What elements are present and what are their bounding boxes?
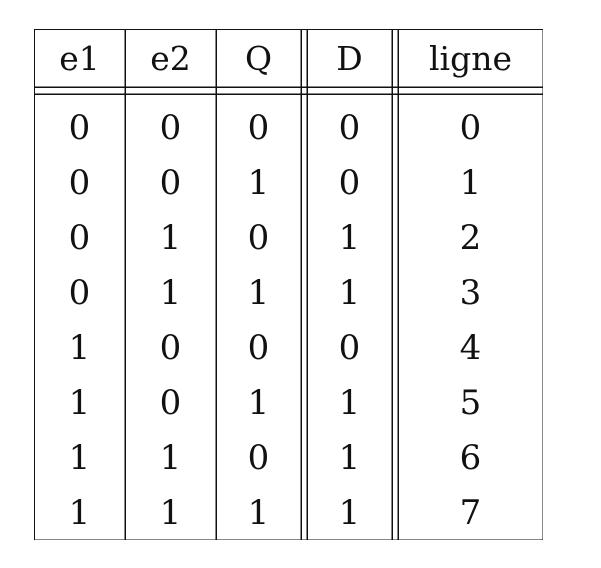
table-row-7-e1: 1 (68, 492, 91, 533)
table-row-1-e1: 0 (68, 162, 91, 203)
table-row-1-d: 0 (338, 162, 361, 203)
table-row-0-d: 0 (338, 107, 361, 148)
table-row-6-q: 0 (247, 437, 270, 478)
table-row-1-e2: 0 (159, 162, 182, 203)
table-row-0-e2: 0 (159, 107, 182, 148)
table-row-7-e2: 1 (159, 492, 182, 533)
table-row-0-q: 0 (247, 107, 270, 148)
table-row-5-e1: 1 (68, 382, 91, 423)
header-q: Q (244, 38, 273, 78)
table-row-6-d: 1 (338, 437, 361, 478)
table-row-2-d: 1 (338, 217, 361, 258)
table-row-2-q: 0 (247, 217, 270, 258)
table-row-3-ligne: 3 (459, 272, 482, 313)
table-row-3-e2: 1 (159, 272, 182, 313)
table-row-7-d: 1 (338, 492, 361, 533)
table-row-5-q: 1 (247, 382, 270, 423)
table-grid (34, 29, 543, 540)
table-row-3-e1: 0 (68, 272, 91, 313)
table-row-2-ligne: 2 (459, 217, 482, 258)
table-row-4-ligne: 4 (459, 327, 482, 368)
table-row-2-e1: 0 (68, 217, 91, 258)
table-row-1-ligne: 1 (459, 162, 482, 203)
table-row-1-q: 1 (247, 162, 270, 203)
truth-table: e1 e2 Q D ligne 0 0 0 0 0 0 0 1 0 1 0 1 … (34, 29, 543, 540)
header-d: D (336, 38, 363, 78)
table-row-6-ligne: 6 (459, 437, 482, 478)
table-row-4-e1: 1 (68, 327, 91, 368)
table-row-3-q: 1 (247, 272, 270, 313)
table-row-4-q: 0 (247, 327, 270, 368)
table-row-5-d: 1 (338, 382, 361, 423)
header-e1: e1 (59, 38, 100, 78)
table-row-3-d: 1 (338, 272, 361, 313)
table-row-6-e1: 1 (68, 437, 91, 478)
table-row-4-d: 0 (338, 327, 361, 368)
table-row-4-e2: 0 (159, 327, 182, 368)
table-row-5-e2: 0 (159, 382, 182, 423)
table-row-5-ligne: 5 (459, 382, 482, 423)
table-row-7-ligne: 7 (459, 492, 482, 533)
header-e2: e2 (150, 38, 191, 78)
header-ligne: ligne (428, 38, 512, 78)
table-row-2-e2: 1 (159, 217, 182, 258)
table-row-0-ligne: 0 (459, 107, 482, 148)
table-row-0-e1: 0 (68, 107, 91, 148)
table-row-6-e2: 1 (159, 437, 182, 478)
table-row-7-q: 1 (247, 492, 270, 533)
